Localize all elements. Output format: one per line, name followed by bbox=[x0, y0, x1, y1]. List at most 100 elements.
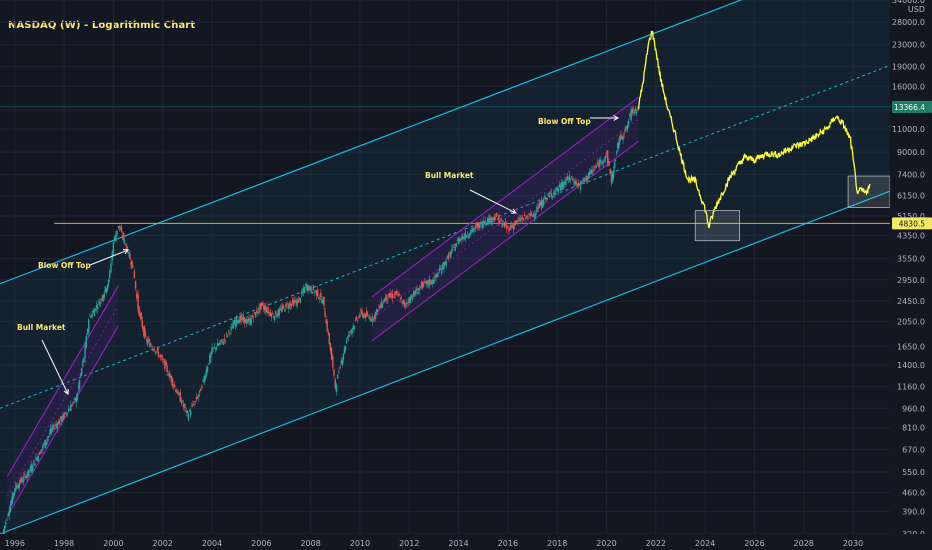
candle-body bbox=[134, 280, 137, 289]
candle-body bbox=[631, 108, 633, 114]
price-tick-label: 23000.0 bbox=[892, 41, 925, 50]
candle-body bbox=[504, 221, 507, 226]
candle-body bbox=[401, 300, 403, 304]
candle-body bbox=[242, 315, 245, 321]
candle-body bbox=[526, 215, 528, 218]
candle-body bbox=[233, 320, 236, 325]
candle-body bbox=[301, 291, 304, 294]
candle-body bbox=[603, 158, 605, 161]
time-tick-label: 2018 bbox=[547, 539, 567, 548]
price-tick-label: 3550.0 bbox=[897, 255, 925, 264]
annotation-label: Bull Market bbox=[17, 323, 66, 332]
candle-body bbox=[89, 315, 91, 317]
candle-body bbox=[205, 369, 208, 376]
candle-body bbox=[569, 178, 572, 180]
candle-body bbox=[469, 233, 471, 238]
candle-body bbox=[539, 202, 542, 206]
candle-body bbox=[219, 342, 221, 345]
candle-body bbox=[481, 222, 483, 229]
candle-body bbox=[605, 152, 608, 154]
candle-body bbox=[172, 386, 175, 387]
candle-body bbox=[145, 339, 148, 341]
candle-body bbox=[588, 171, 591, 175]
candle-body bbox=[326, 321, 328, 331]
candle-body bbox=[285, 303, 287, 308]
candle-body bbox=[614, 160, 617, 161]
candle-body bbox=[387, 299, 389, 301]
candle-body bbox=[126, 246, 128, 251]
candle-body bbox=[325, 319, 327, 324]
candle-body bbox=[5, 521, 7, 525]
candle-body bbox=[201, 386, 203, 388]
candle-body bbox=[362, 315, 365, 318]
candle-body bbox=[270, 313, 273, 317]
time-axis[interactable]: 1996 1998 2000 2002 2004 2006 2008 2010 2012 2014… bbox=[0, 534, 932, 550]
candle-body bbox=[170, 375, 173, 383]
candle-body bbox=[43, 443, 45, 445]
candle-body bbox=[416, 288, 418, 291]
candle-body bbox=[247, 319, 249, 323]
candle-body bbox=[118, 225, 121, 228]
candle-body bbox=[462, 236, 464, 240]
candle-body bbox=[223, 338, 226, 340]
candle-body bbox=[565, 181, 567, 184]
candle-body bbox=[437, 275, 440, 277]
candle-body bbox=[357, 319, 359, 321]
candle-body bbox=[386, 294, 388, 301]
candle-body bbox=[70, 404, 72, 412]
candle-body bbox=[332, 356, 334, 368]
candle-body bbox=[11, 493, 14, 504]
candle-body bbox=[167, 374, 169, 376]
candle-body bbox=[523, 214, 526, 217]
candle-body bbox=[574, 181, 576, 186]
candle-body bbox=[306, 285, 308, 290]
candle-body bbox=[77, 385, 80, 389]
candle-body bbox=[174, 384, 176, 388]
candle-body bbox=[281, 305, 284, 310]
candle-body bbox=[410, 295, 413, 298]
price-tick-label: 670.0 bbox=[902, 445, 925, 454]
candle-body bbox=[283, 306, 285, 307]
candle-body bbox=[215, 346, 218, 350]
candle-body bbox=[610, 174, 613, 184]
candle-body bbox=[345, 340, 348, 344]
candle-body bbox=[575, 180, 577, 184]
candle-body bbox=[44, 439, 46, 449]
candle-body bbox=[266, 311, 268, 313]
price-axis[interactable]: 34000.028000.023000.019000.016000.013000… bbox=[890, 0, 932, 550]
candle-body bbox=[308, 286, 310, 290]
price-tick-label: 1160.0 bbox=[897, 383, 925, 392]
candle-body bbox=[322, 299, 324, 304]
candle-body bbox=[148, 338, 150, 342]
annotation-arrow-3-head bbox=[510, 208, 517, 214]
candle-body bbox=[42, 445, 44, 450]
candle-body bbox=[434, 275, 436, 278]
projection-series bbox=[637, 30, 871, 229]
candle-body bbox=[137, 294, 139, 310]
candle-body bbox=[28, 470, 31, 472]
candle-body bbox=[307, 285, 309, 291]
candle-body bbox=[480, 221, 482, 223]
candle-body bbox=[545, 198, 547, 200]
candle-body bbox=[168, 373, 170, 377]
candle-body bbox=[541, 199, 544, 208]
candle-body bbox=[572, 179, 574, 181]
time-tick-label: 1996 bbox=[5, 539, 25, 548]
time-tick-label: 2010 bbox=[350, 539, 370, 548]
candle-body bbox=[73, 398, 75, 400]
candle-body bbox=[188, 410, 191, 412]
currency-label: USD bbox=[908, 5, 925, 14]
candle-body bbox=[562, 181, 564, 190]
candle-body bbox=[57, 421, 60, 424]
candle-body bbox=[30, 464, 33, 472]
candle-body bbox=[232, 324, 235, 329]
candle-body bbox=[365, 311, 368, 317]
candle-body bbox=[393, 293, 396, 295]
price-tick-label: 5150.0 bbox=[897, 212, 925, 221]
candle-body bbox=[333, 369, 335, 376]
candle-body bbox=[90, 317, 92, 318]
candle-body bbox=[85, 335, 87, 349]
candle-body bbox=[262, 306, 265, 310]
candle-body bbox=[534, 214, 536, 218]
